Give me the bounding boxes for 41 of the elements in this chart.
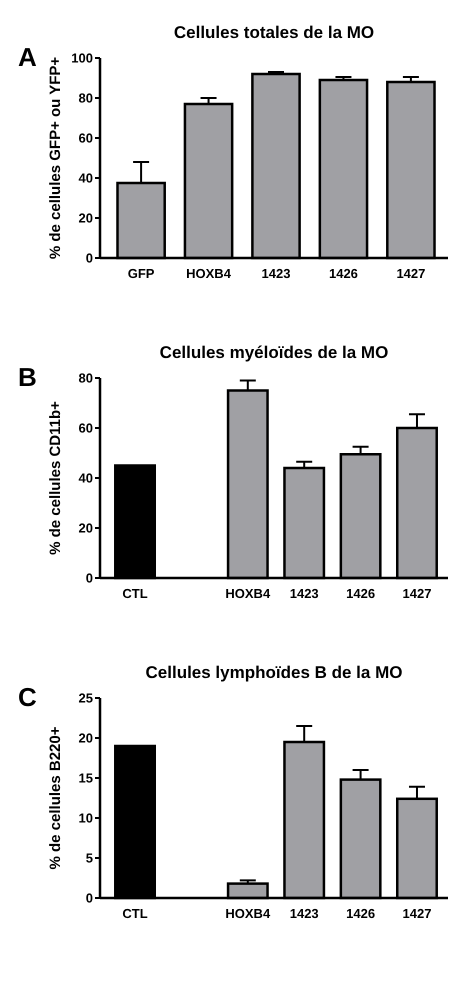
y-tick-label: 40 [78, 170, 93, 186]
x-tick-label: 1426 [328, 266, 358, 281]
x-tick-label: CTL [122, 906, 148, 921]
y-tick-label: 20 [78, 520, 93, 536]
y-tick-label: 15 [78, 770, 93, 786]
y-tick-label: 0 [86, 890, 93, 906]
y-tick-label: 0 [86, 250, 93, 266]
chart-title: Cellules totales de la MO [174, 23, 374, 42]
chart-title: Cellules lymphoïdes B de la MO [146, 663, 402, 682]
y-tick-label: 20 [78, 730, 93, 746]
x-tick-label: 1427 [396, 266, 426, 281]
y-tick-label: 10 [78, 810, 93, 826]
y-tick-label: 80 [78, 90, 93, 106]
y-tick-label: 5 [86, 850, 93, 866]
y-axis-title: % de cellules B220+ [47, 726, 64, 870]
x-tick-label: GFP [128, 266, 155, 281]
y-tick-label: 25 [78, 690, 93, 706]
text: B [18, 362, 37, 392]
x-tick-label: 1427 [402, 906, 432, 921]
x-tick-label: 1427 [402, 586, 432, 601]
y-tick-label: 60 [78, 130, 93, 146]
x-tick-label: 1426 [346, 906, 376, 921]
chart-title: Cellules myéloïdes de la MO [160, 343, 388, 362]
text: C [18, 682, 37, 712]
y-axis-title: % de cellules GFP+ ou YFP+ [47, 56, 64, 260]
x-tick-label: HOXB4 [225, 906, 271, 921]
y-tick-label: 80 [78, 370, 93, 386]
text: A [18, 42, 37, 72]
y-tick-label: 100 [71, 50, 93, 66]
y-tick-label: 20 [78, 210, 93, 226]
x-tick-label: 1423 [290, 586, 319, 601]
y-axis-title: % de cellules CD11b+ [47, 400, 64, 555]
x-tick-label: 1423 [290, 906, 319, 921]
x-tick-label: 1423 [262, 266, 290, 281]
y-tick-label: 0 [86, 570, 93, 586]
y-tick-label: 60 [78, 420, 93, 436]
y-tick-label: 40 [78, 470, 93, 486]
x-tick-label: CTL [122, 586, 148, 601]
x-tick-label: HOXB4 [225, 586, 271, 601]
x-tick-label: 1426 [346, 586, 376, 601]
x-tick-label: HOXB4 [186, 266, 232, 281]
